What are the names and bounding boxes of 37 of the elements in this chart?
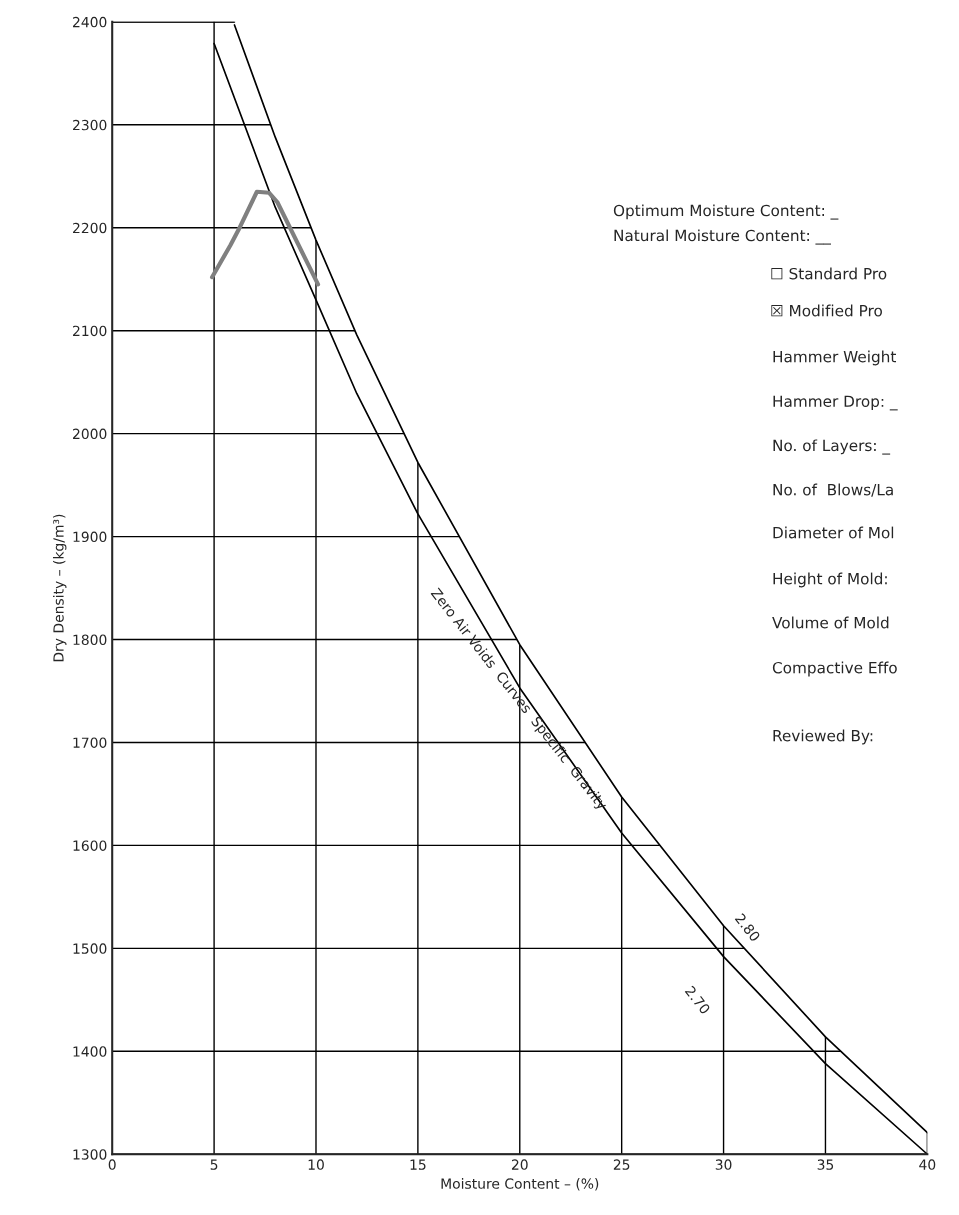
x-tick-label: 35 (817, 1159, 834, 1170)
y-tick-label: 2300 (73, 119, 107, 131)
y-tick-label: 1400 (73, 1046, 107, 1057)
x-tick-label: 30 (715, 1159, 732, 1170)
annotation: ☐ Standard Pro (771, 267, 887, 280)
x-axis-title: Moisture Content – (%) (441, 1178, 599, 1191)
y-tick-label: 2400 (73, 16, 107, 28)
x-tick-label: 5 (210, 1159, 218, 1170)
annotation: Compactive Effo (772, 661, 897, 677)
y-tick-label: 1800 (73, 634, 107, 646)
y-tick-label: 1900 (73, 531, 107, 543)
y-tick-label: 1500 (73, 943, 107, 954)
annotation: No. of Layers: _ (773, 439, 891, 455)
y-tick-label: 2000 (73, 428, 107, 440)
y-tick-label: 1300 (73, 1149, 107, 1160)
annotation: Height of Mold: (773, 572, 887, 588)
annotation: Hammer Weight (773, 350, 897, 366)
annotation: Reviewed By: (773, 729, 873, 745)
x-tick-label: 10 (308, 1159, 324, 1170)
y-tick-label: 1600 (73, 840, 107, 851)
x-tick-label: 25 (613, 1159, 630, 1170)
annotation: Optimum Moisture Content: _ (613, 204, 839, 220)
y-tick-label: 1700 (73, 737, 107, 748)
annotation: Hammer Drop: _ (773, 395, 898, 411)
x-tick-label: 40 (919, 1159, 936, 1170)
y-tick-label: 2200 (73, 222, 107, 234)
annotation: No. of Blows/La (773, 483, 893, 497)
annotation: Natural Moisture Content: __ (614, 229, 831, 245)
x-tick-label: 20 (511, 1159, 528, 1170)
y-tick-label: 2100 (73, 325, 107, 337)
x-tick-label: 15 (410, 1159, 426, 1170)
annotation: ☒ Modified Pro (771, 304, 882, 317)
line-series (209, 189, 321, 287)
x-tick-label: 0 (108, 1159, 116, 1170)
annotation: Diameter of Mol (773, 526, 894, 539)
y-axis-title: Dry Density – (kg/m³) (53, 514, 67, 662)
annotation: Volume of Mold (772, 616, 889, 629)
